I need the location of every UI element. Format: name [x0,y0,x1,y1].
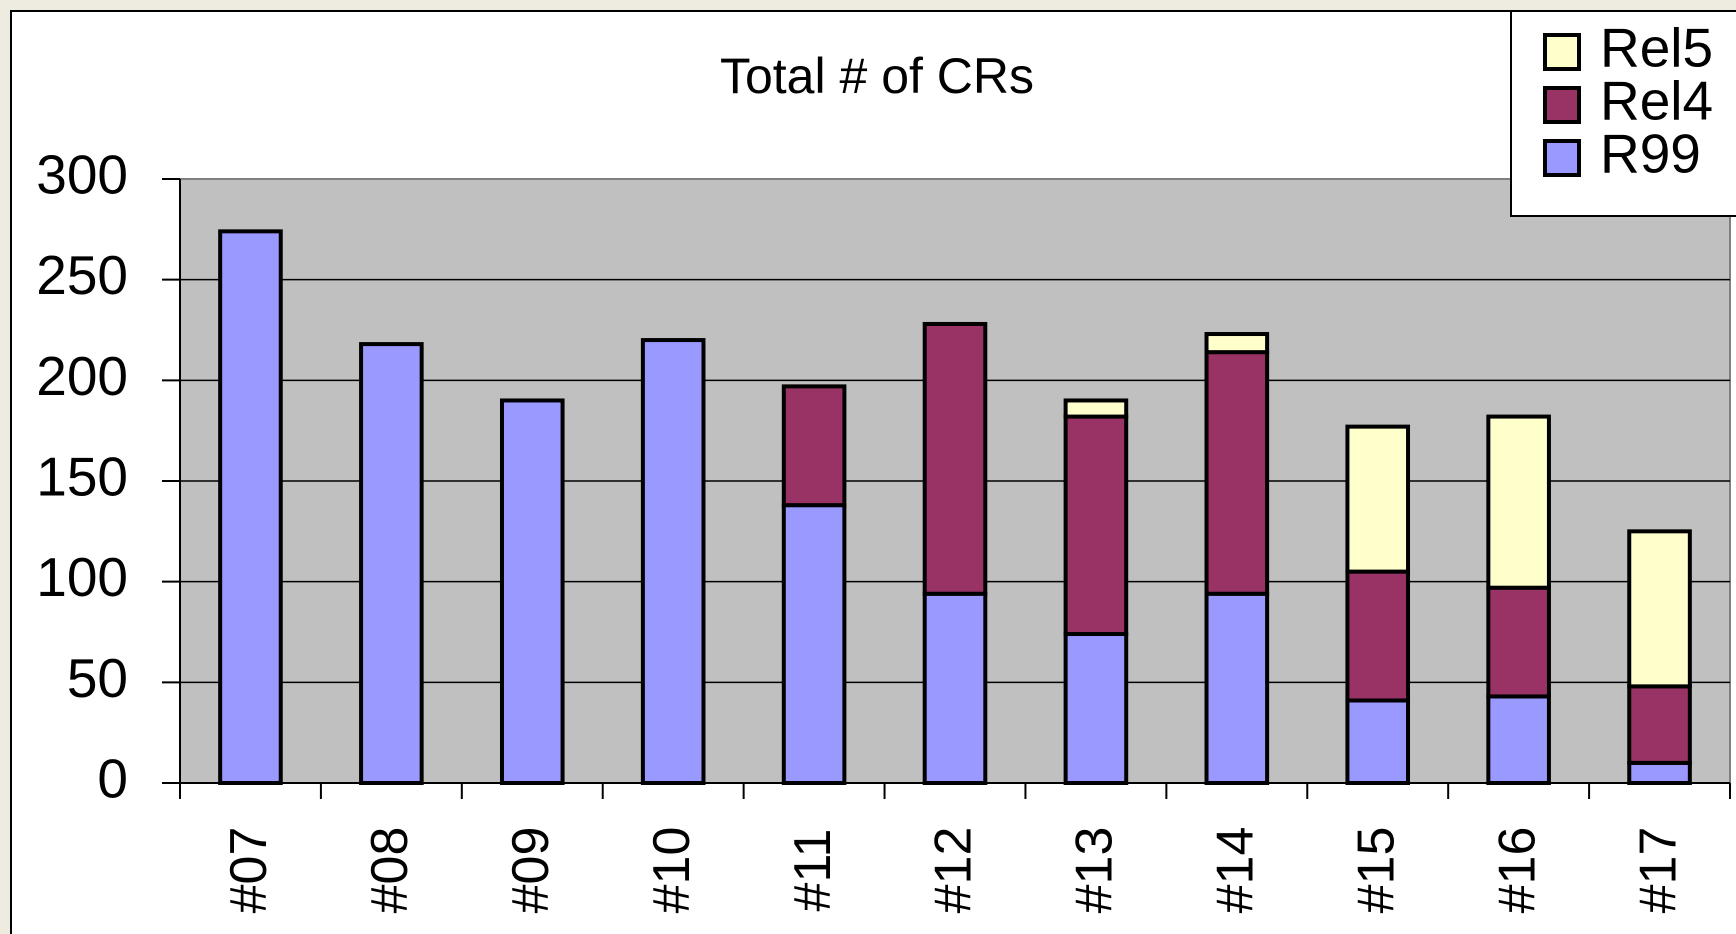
bar-segment [359,342,424,785]
x-tick-label: #17 [1629,827,1687,914]
y-tick-label: 0 [97,748,128,810]
legend-swatch [1543,86,1581,124]
bar-segment [1204,591,1270,785]
legend-swatch [1543,139,1581,177]
x-tick-label: #11 [784,829,842,912]
bar-segment [1204,332,1270,355]
chart-title: Total # of CRs [720,48,1034,104]
bar-segment [1627,760,1692,785]
legend-label: R99 [1600,123,1701,185]
bar-segment [218,229,283,785]
x-tick-label: #07 [220,827,278,914]
bar-segment [1486,414,1551,590]
x-tick-label: #09 [502,827,560,914]
legend-swatch [1543,33,1581,71]
y-tick-label: 200 [36,345,128,407]
x-tick-label: #10 [643,827,701,914]
legend-label: Rel5 [1600,17,1713,79]
bar-segment [640,338,706,785]
y-tick-label: 300 [36,144,128,206]
bar-segment [499,398,565,785]
bar-segment [1063,398,1129,419]
bar-segment [1486,694,1551,786]
x-tick-label: #16 [1488,827,1546,914]
legend-label: Rel4 [1600,70,1713,132]
y-tick-label: 150 [36,446,128,508]
bar-segment [1627,684,1692,765]
x-tick-label: #12 [925,827,983,914]
bar-segment [1063,414,1129,637]
bar-segment [1345,698,1411,785]
x-tick-label: #14 [1207,827,1265,914]
bar-segment [1627,529,1692,689]
x-tick-label: #13 [1066,827,1124,914]
bar-segment [922,321,988,596]
x-tick-label: #08 [361,827,419,914]
x-tick-label: #15 [1347,827,1405,914]
bar-segment [922,591,988,785]
bar-segment [1063,632,1129,785]
bar-segment [1204,350,1270,596]
bar-segment [1345,424,1411,574]
y-tick-label: 250 [36,244,128,306]
bar-segment [1345,569,1411,703]
y-tick-label: 100 [36,546,128,608]
bar-segment [1486,585,1551,699]
bar-segment [781,384,847,508]
bar-segment [781,503,847,785]
y-tick-label: 50 [67,647,128,709]
